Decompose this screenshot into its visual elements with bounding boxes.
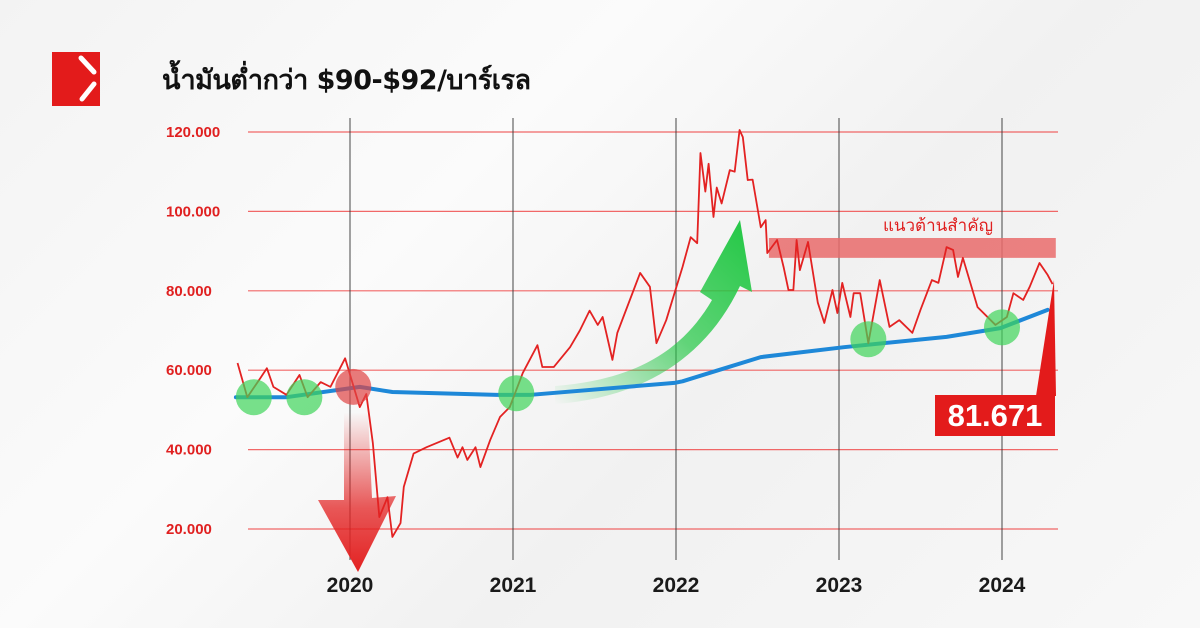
y-tick-label: 100.000 xyxy=(166,203,220,220)
resistance-zone-label: แนวต้านสำคัญ xyxy=(883,216,993,236)
uptrend-arrow-icon xyxy=(555,220,752,404)
support-touch-marker xyxy=(235,379,272,416)
downtrend-arrow-icon xyxy=(318,412,396,572)
brand-logo-icon xyxy=(52,52,100,106)
breakdown-touch-marker xyxy=(335,368,372,405)
support-touch-marker xyxy=(286,379,323,416)
resistance-zone xyxy=(768,237,1056,258)
last-value-pointer xyxy=(1036,280,1056,396)
x-tick-label: 2024 xyxy=(979,574,1026,597)
x-tick-label: 2023 xyxy=(816,574,863,597)
last-value-label: 81.671 xyxy=(935,395,1055,436)
y-tick-label: 80.000 xyxy=(166,283,212,300)
y-tick-label: 120.000 xyxy=(166,124,220,141)
support-touch-marker xyxy=(984,309,1020,346)
x-tick-label: 2020 xyxy=(327,574,374,597)
x-tick-label: 2022 xyxy=(653,574,700,597)
chart-title: น้ำมันต่ำกว่า $90-$92/บาร์เรล xyxy=(162,65,531,96)
support-touch-marker xyxy=(850,321,887,358)
y-tick-label: 40.000 xyxy=(166,442,212,459)
x-tick-label: 2021 xyxy=(490,574,537,597)
support-touch-marker xyxy=(498,375,535,412)
y-tick-label: 20.000 xyxy=(166,521,212,538)
y-tick-label: 60.000 xyxy=(166,362,212,379)
